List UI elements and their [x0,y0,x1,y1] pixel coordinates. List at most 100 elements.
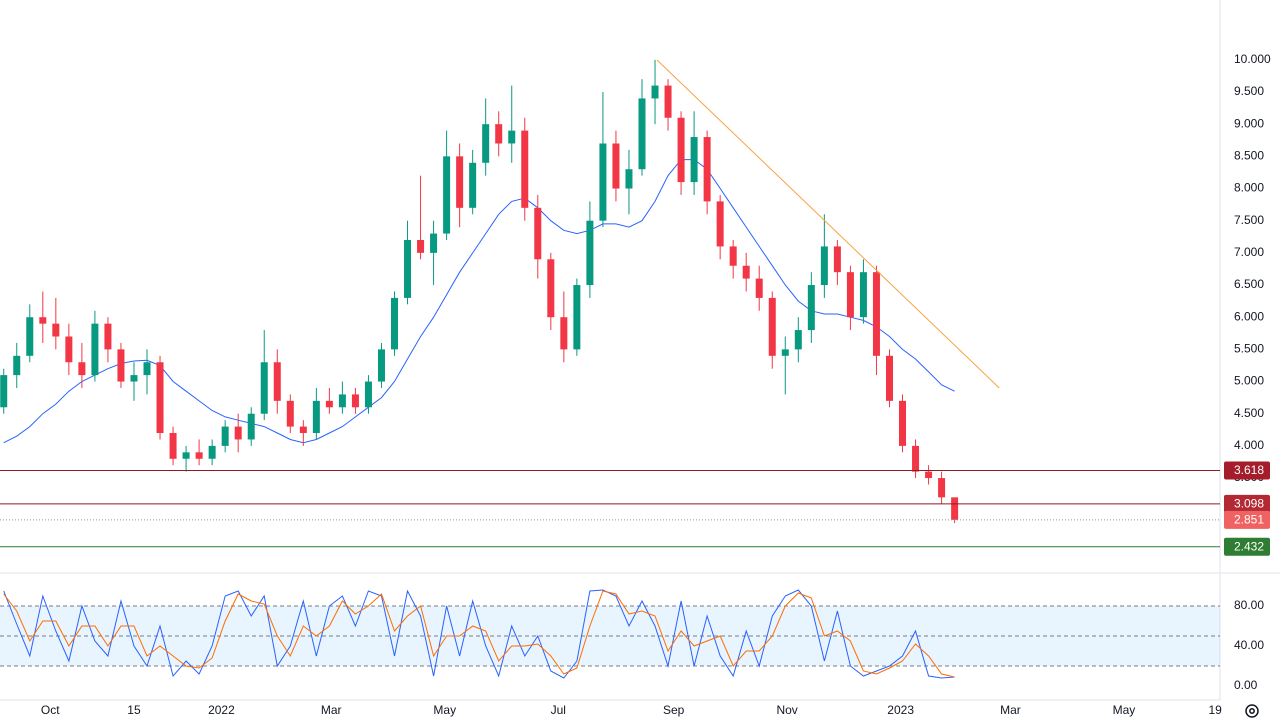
candle-body [521,130,529,208]
candle-body [26,317,34,356]
gear-hub[interactable] [1249,708,1255,714]
candle-body [586,220,594,286]
candle-body [912,445,920,472]
y-tick-label: 9.000 [1234,116,1264,130]
y-tick-label: 7.500 [1234,213,1264,227]
candle-body [325,400,333,408]
candle-body [13,355,21,376]
y-tick-label: 4.000 [1234,438,1264,452]
candle-body [104,323,112,350]
candle-body [573,285,581,350]
level-label-box [1224,461,1270,480]
candle-body [781,349,789,356]
candle-body [703,137,711,202]
candle-body [130,375,138,382]
y-tick-label: 5.500 [1234,342,1264,356]
candle-body [247,413,255,440]
y-tick-label: 9.500 [1234,84,1264,98]
candle-body [91,323,99,376]
level-label: 2.432 [1234,539,1264,553]
candle-body [221,426,229,446]
candle-body [312,400,320,434]
candle-body [872,272,880,356]
x-tick-label: Oct [41,703,60,717]
candle-body [768,297,776,356]
candle-body [690,137,698,183]
candle-body [443,156,451,234]
candle-body [143,362,151,376]
candle-body [195,452,203,459]
x-tick-label: Sep [663,703,685,717]
candle-body [208,445,216,459]
candle-body [534,207,542,260]
oscillator-line [3,590,955,678]
candle-body [925,471,933,479]
x-tick-label: Mar [1000,703,1021,717]
candle-body [833,246,841,273]
y-tick-label: 80.00 [1234,598,1264,612]
candle-body [716,201,724,247]
candle-body [625,169,633,189]
level-label-box [1224,510,1270,529]
level-label: 2.851 [1234,512,1264,526]
candle-body [951,497,959,520]
candle-body [404,239,412,298]
y-tick-label: 10.000 [1234,52,1271,66]
y-tick-label: 8.000 [1234,181,1264,195]
candle-body [508,130,516,144]
x-tick-label: 15 [127,703,141,717]
gear[interactable] [1245,704,1259,718]
x-tick-label: 2023 [887,703,914,717]
candle-body [52,323,60,337]
candle-body [742,265,750,279]
candle-body [377,349,385,382]
x-tick-label: Nov [776,703,797,717]
candle-body [794,330,802,350]
candle-body [638,98,646,170]
candle-body [820,246,828,286]
level-label: 3.618 [1234,463,1264,477]
candle-body [338,394,346,408]
candle-body [299,426,307,434]
candle-body [260,362,268,414]
x-tick-label: May [433,703,456,717]
candle-body [273,362,281,401]
y-tick-label: 4.500 [1234,406,1264,420]
x-tick-label: 19 [1208,703,1222,717]
x-tick-label: 2022 [208,703,235,717]
candle-body [364,381,372,408]
candle-body [612,143,620,189]
x-tick-label: May [1113,703,1136,717]
candle-body [495,124,503,144]
candle-body [651,85,659,99]
candle-body [755,278,763,298]
candle-body [169,433,177,459]
y-tick-label: 8.500 [1234,149,1264,163]
candle-body [469,162,477,208]
candle-body [286,400,294,427]
candle-body [482,124,490,163]
y-tick-label: 0.00 [1234,678,1258,692]
candle-body [560,317,568,350]
candle-body [599,143,607,221]
candle-body [156,362,164,434]
candle-body [182,452,190,459]
candle-body [677,117,685,183]
level-label: 3.098 [1234,497,1264,511]
candle-body [117,349,125,382]
candle-body [391,297,399,350]
trendline [656,59,1000,389]
y-tick-label: 7.000 [1234,245,1264,259]
y-tick-label: 40.00 [1234,638,1264,652]
candle-body [859,272,867,318]
settings-icon[interactable] [1245,704,1259,718]
candle-body [664,85,672,118]
candle-body [417,239,425,253]
oscillator-line [3,589,955,679]
candle-body [234,426,242,440]
candle-body [39,317,47,324]
candle-body [729,246,737,266]
candle-body [547,259,555,318]
candle-body [807,285,815,331]
